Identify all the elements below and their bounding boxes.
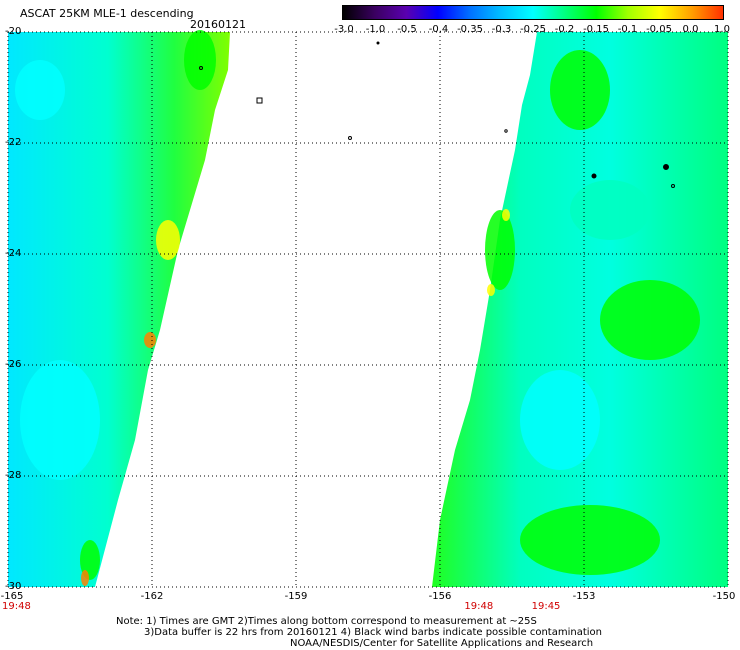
data-patch [184, 30, 216, 90]
island-outline [504, 129, 508, 133]
latitude-label: -28 [5, 470, 22, 481]
data-patch [485, 210, 515, 290]
color-scale-label: -0.4 [428, 24, 449, 35]
island-outline [199, 66, 203, 70]
color-scale-label: 0.0 [682, 24, 699, 35]
island-outline [671, 184, 675, 188]
map-title: ASCAT 25KM MLE-1 descending [20, 7, 194, 20]
time-label: 19:45 [531, 601, 561, 612]
island-outline [256, 97, 263, 104]
latitude-label: -22 [5, 137, 22, 148]
color-scale-label: -0.25 [520, 24, 546, 35]
color-scale-label: -0.05 [646, 24, 672, 35]
color-scale-label: -0.2 [554, 24, 575, 35]
latitude-label: -24 [5, 248, 22, 259]
color-scale-label: -1.0 [365, 24, 386, 35]
map-date: 20160121 [190, 18, 246, 31]
east-swath [432, 32, 728, 587]
color-scale-label: -0.1 [617, 24, 638, 35]
data-patch [550, 50, 610, 130]
data-patch [520, 505, 660, 575]
longitude-label: -159 [284, 591, 308, 602]
color-scale-label: -0.35 [457, 24, 483, 35]
longitude-label: -153 [572, 591, 596, 602]
data-patch [20, 360, 100, 480]
latitude-label: -30 [5, 581, 22, 592]
color-scale-label: -3.0 [334, 24, 354, 35]
island-outline [376, 41, 380, 45]
data-patch [502, 209, 510, 221]
island-outline [591, 173, 597, 179]
data-patch [144, 332, 156, 348]
color-scale-label: -0.15 [583, 24, 609, 35]
data-patch [487, 284, 495, 296]
color-scale-label: -0.5 [397, 24, 417, 35]
longitude-label: -165 [0, 591, 24, 602]
latitude-label: -26 [5, 359, 22, 370]
longitude-label: -156 [428, 591, 452, 602]
island-outline [663, 164, 669, 170]
data-patch [570, 180, 650, 240]
color-scale-label: 1.0 [714, 24, 730, 35]
data-patch [81, 570, 89, 586]
time-label: 19:48 [464, 601, 494, 612]
color-scale-bar [342, 5, 724, 20]
latitude-label: -20 [5, 26, 22, 37]
data-patch [15, 60, 65, 120]
note-line-1: Note: 1) Times are GMT 2)Times along bot… [116, 616, 537, 627]
time-label: 19:48 [2, 601, 31, 612]
data-patch [156, 220, 180, 260]
note-line-2: 3)Data buffer is 22 hrs from 20160121 4)… [144, 627, 602, 638]
data-patch [520, 370, 600, 470]
island-outline [348, 136, 352, 140]
longitude-label: -150 [712, 591, 736, 602]
data-patch [600, 280, 700, 360]
note-line-3: NOAA/NESDIS/Center for Satellite Applica… [290, 638, 594, 649]
longitude-label: -162 [140, 591, 164, 602]
color-scale-label: -0.3 [491, 24, 512, 35]
